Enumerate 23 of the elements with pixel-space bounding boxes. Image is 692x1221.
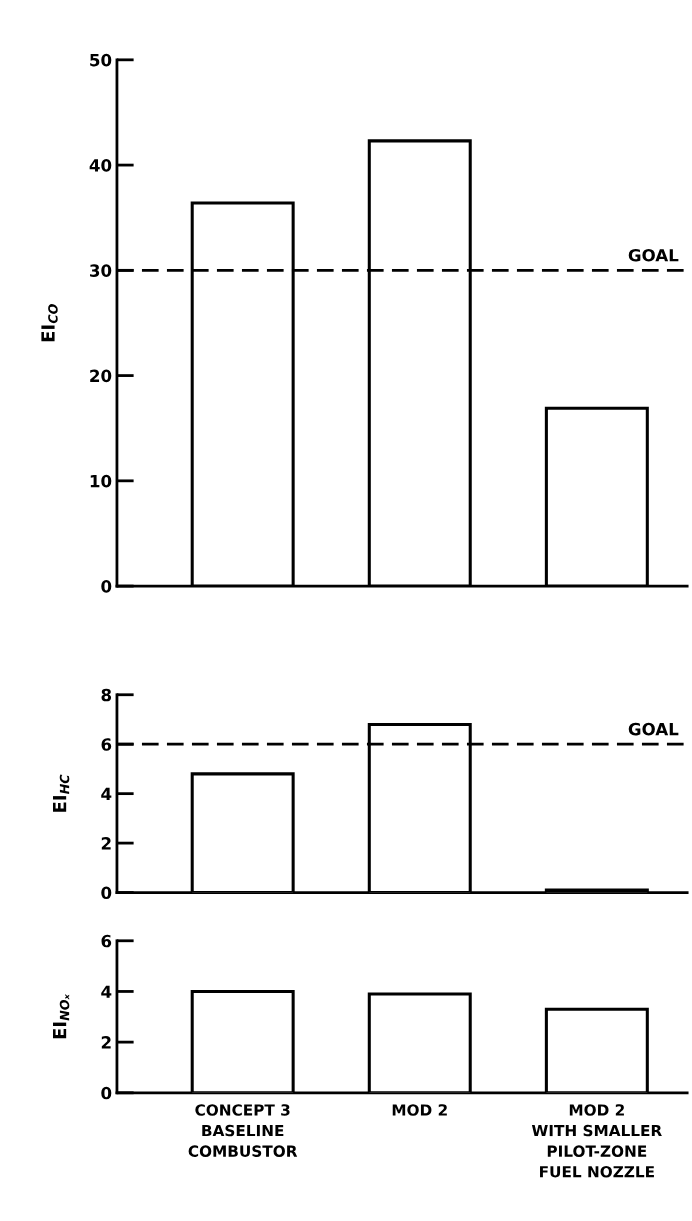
- y-tick-label: 50: [90, 53, 112, 67]
- ref-line-label: GOAL: [628, 722, 679, 736]
- y-tick-label: 0: [101, 1086, 112, 1100]
- y-axis-title: EI$_{CO}$: [41, 304, 58, 342]
- x-tick-label: MOD 2: [392, 1104, 447, 1116]
- y-tick-label: 8: [101, 688, 112, 702]
- y-axis-title: EI$_{NOₓ}$: [53, 994, 70, 1039]
- y-tick-label: 40: [89, 159, 112, 172]
- y-tick-label: 4: [101, 787, 112, 800]
- y-tick-label: 20: [90, 369, 112, 383]
- y-tick-label: 4: [101, 985, 112, 998]
- y-tick-label: 10: [90, 474, 112, 488]
- y-axis-title: EI$_{HC}$: [53, 774, 70, 812]
- y-tick-label: 30: [90, 264, 112, 277]
- y-tick-label: 2: [101, 1036, 111, 1049]
- ref-line-label: GOAL: [628, 248, 679, 262]
- y-tick-label: 2: [101, 837, 111, 850]
- x-tick-label: MOD 2 WITH SMALLER PILOT-ZONE FUEL NOZZLE: [531, 1104, 662, 1178]
- y-tick-label: 0: [101, 886, 112, 900]
- y-tick-label: 0: [101, 580, 112, 593]
- y-tick-label: 6: [101, 738, 112, 751]
- x-tick-label: CONCEPT 3 BASELINE COMBUSTOR: [188, 1104, 298, 1157]
- y-tick-label: 6: [101, 934, 112, 948]
